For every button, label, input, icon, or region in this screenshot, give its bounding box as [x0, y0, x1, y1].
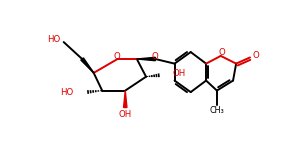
Text: OH: OH — [118, 110, 132, 119]
Text: O: O — [113, 52, 120, 61]
Text: O: O — [152, 52, 159, 61]
Text: HO: HO — [60, 88, 73, 97]
Text: O: O — [218, 48, 225, 57]
Text: CH₃: CH₃ — [209, 106, 224, 115]
Text: OH: OH — [172, 69, 185, 78]
Polygon shape — [137, 57, 155, 61]
Text: O: O — [252, 51, 259, 60]
Polygon shape — [81, 58, 94, 73]
Polygon shape — [124, 91, 127, 107]
Text: HO: HO — [47, 35, 61, 44]
